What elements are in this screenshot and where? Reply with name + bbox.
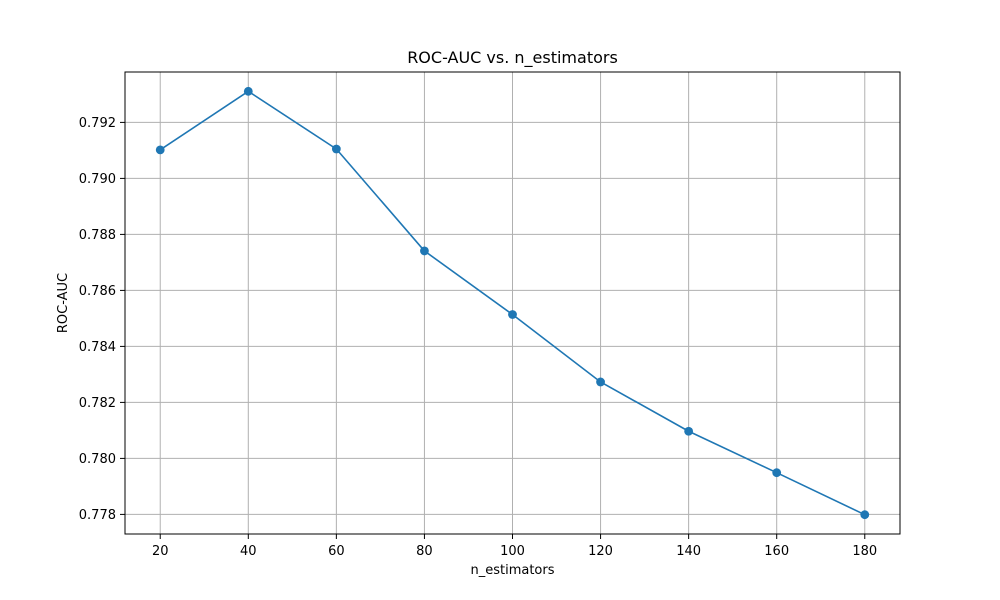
x-tick-label: 20 — [152, 544, 169, 559]
series-markers — [155, 86, 870, 520]
x-tick-label: 160 — [764, 544, 789, 559]
y-tick-label: 0.780 — [79, 452, 116, 467]
y-tick-label: 0.792 — [79, 116, 116, 131]
chart-title: ROC-AUC vs. n_estimators — [407, 48, 618, 68]
x-tick-label: 100 — [500, 544, 525, 559]
y-tick-label: 0.786 — [79, 284, 116, 299]
grid-lines — [125, 72, 900, 534]
x-tick-label: 80 — [416, 544, 433, 559]
y-axis-label: ROC-AUC — [56, 273, 71, 333]
data-point — [155, 145, 165, 155]
data-point — [596, 377, 605, 387]
y-tick-label: 0.784 — [79, 340, 116, 355]
data-point — [772, 468, 782, 478]
y-axis-ticks: 0.778 0.780 0.782 0.784 0.786 0.788 0.790 0.792 — [79, 116, 125, 523]
data-point — [420, 246, 429, 256]
y-tick-label: 0.790 — [79, 172, 116, 187]
x-axis-ticks: 20 40 60 80 100 120 140 160 180 — [152, 534, 877, 559]
x-tick-label: 140 — [676, 544, 701, 559]
x-axis-label: n_estimators — [470, 563, 554, 578]
y-tick-label: 0.788 — [79, 228, 116, 243]
data-point — [331, 144, 341, 154]
data-point — [860, 510, 870, 520]
data-point — [508, 310, 517, 319]
x-tick-label: 120 — [588, 544, 613, 559]
x-tick-label: 180 — [852, 544, 877, 559]
data-point — [684, 426, 694, 436]
y-tick-label: 0.782 — [79, 396, 116, 411]
x-tick-label: 40 — [240, 544, 257, 559]
data-point — [243, 86, 253, 96]
y-tick-label: 0.778 — [79, 508, 116, 523]
x-tick-label: 60 — [328, 544, 345, 559]
